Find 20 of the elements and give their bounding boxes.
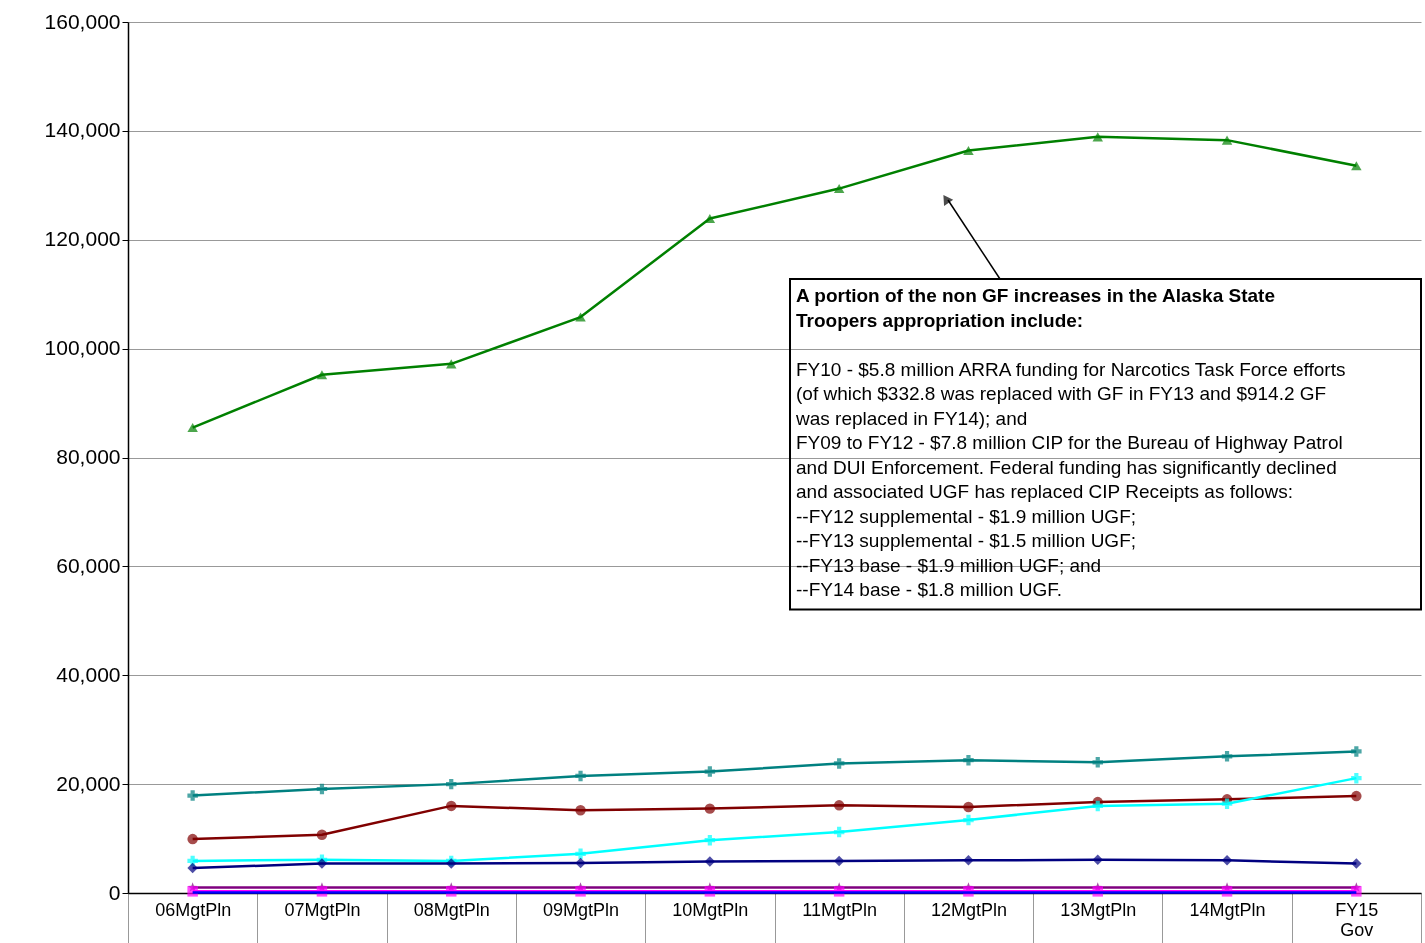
y-tick-label: 160,000	[44, 9, 121, 33]
x-tick-label: 14MgtPln	[1189, 899, 1266, 920]
text: A portion of the non GF increases in the Alaska State Troopers appropriation include: FY10 - $5.8 million ARRA funding for Narcotics Task Force efforts (of which $332.8 was replaced with GF in FY13 and $914.2 GF was replaced in FY14); and FY09 to FY12 - $7.8 million CIP for the Bureau of Highway Patrol and DUI Enforcement. Federal funding has significantly declined and associated UGF has replaced CIP Receipts as follows: --FY12 supplemental - $1.9 million UGF; --FY13 supplemental - $1.5 million UGF; --FY13 base - $1.9 million UGF; and --FY14 base - $1.8 million UGF.	[796, 285, 1346, 600]
y-tick-label: 100,000	[44, 336, 121, 360]
x-tick-label: 11MgtPln	[802, 899, 878, 920]
y-tick-label: 80,000	[56, 445, 121, 468]
y-tick-label: 140,000	[44, 118, 121, 142]
x-tick-label: 09MgtPln	[543, 899, 620, 920]
x-tick-label: 12MgtPln	[930, 899, 1007, 920]
x-tick-label: 06MgtPln	[155, 899, 232, 920]
x-tick-label: FY15 Gov	[1335, 899, 1379, 940]
y-tick-label: 0	[108, 880, 121, 904]
y-tick-label: 60,000	[56, 553, 121, 577]
x-tick-label: 10MgtPln	[672, 899, 749, 920]
x-tick-label: 13MgtPln	[1060, 899, 1137, 920]
y-tick-label: 40,000	[56, 662, 121, 686]
y-tick-label: 20,000	[56, 771, 121, 795]
x-tick-label: 07MgtPln	[284, 899, 361, 920]
y-tick-label: 120,000	[44, 227, 121, 251]
x-tick-label: 08MgtPln	[413, 899, 490, 920]
